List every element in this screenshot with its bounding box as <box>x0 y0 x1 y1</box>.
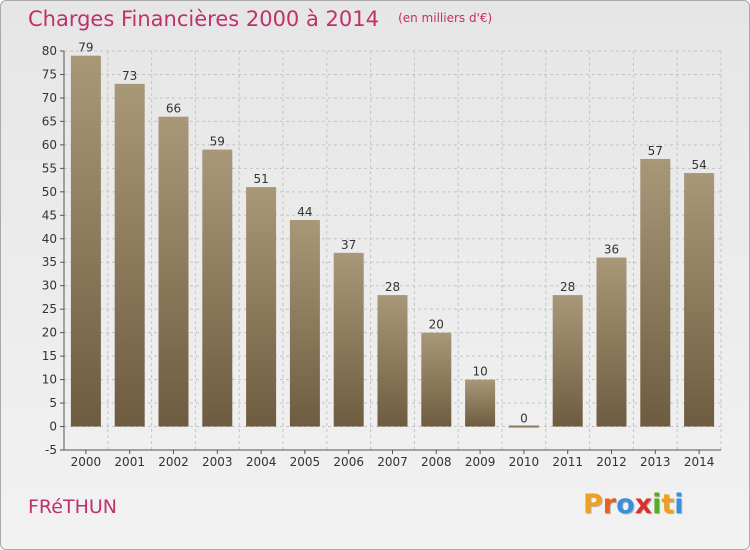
x-tick-label: 2001 <box>114 455 145 469</box>
data-label: 59 <box>210 135 225 149</box>
logo-letter: r <box>602 489 617 520</box>
logo-letter: i <box>674 489 684 520</box>
y-tick-label: 5 <box>49 396 57 410</box>
bar <box>596 257 627 427</box>
logo-letter: x <box>634 489 653 520</box>
x-tick-label: 2014 <box>684 455 715 469</box>
logo-letter: t <box>661 489 675 520</box>
y-tick-label: 25 <box>42 302 57 316</box>
logo-letter: i <box>652 489 662 520</box>
x-tick-label: 2009 <box>465 455 496 469</box>
data-label: 73 <box>122 69 137 83</box>
data-label: 37 <box>341 238 356 252</box>
bar <box>158 116 189 427</box>
data-label: 57 <box>648 144 663 158</box>
x-tick-label: 2005 <box>290 455 321 469</box>
x-tick-label: 2012 <box>596 455 627 469</box>
bar <box>421 332 452 427</box>
x-tick-label: 2008 <box>421 455 452 469</box>
proxiti-logo[interactable]: Proxiti <box>583 489 684 520</box>
bar <box>640 158 671 427</box>
bar <box>70 55 101 427</box>
bar <box>377 295 408 427</box>
data-label: 28 <box>385 280 400 294</box>
y-tick-label: 70 <box>42 91 57 105</box>
bar <box>552 295 583 427</box>
y-tick-label: 45 <box>42 208 57 222</box>
bar <box>289 219 320 427</box>
bar <box>114 83 145 427</box>
x-tick-label: 2013 <box>640 455 671 469</box>
y-tick-label: 75 <box>42 67 57 81</box>
x-tick-label: 2004 <box>246 455 277 469</box>
bar <box>508 425 539 428</box>
y-tick-label: 0 <box>49 420 57 434</box>
logo-letter: o <box>616 489 635 520</box>
y-tick-label: 60 <box>42 138 57 152</box>
y-tick-label: 50 <box>42 185 57 199</box>
data-label: 44 <box>297 205 312 219</box>
y-tick-labels: -5 0 5 10 15 20 25 30 35 40 45 50 55 60 65 70 75 80 <box>42 44 57 457</box>
y-tick-label: 15 <box>42 349 57 363</box>
chart-subtitle: (en milliers d'€) <box>398 11 493 25</box>
data-label: 10 <box>472 365 487 379</box>
bars <box>70 55 715 428</box>
bar <box>246 187 277 427</box>
bar <box>465 379 496 427</box>
y-tick-label: 55 <box>42 161 57 175</box>
bar <box>333 252 364 427</box>
data-label: 0 <box>520 412 528 426</box>
bar <box>202 149 233 427</box>
y-tick-label: -5 <box>45 443 57 457</box>
data-label: 79 <box>78 41 93 55</box>
x-tick-label: 2007 <box>377 455 408 469</box>
y-tick-label: 10 <box>42 373 57 387</box>
y-tick-label: 65 <box>42 114 57 128</box>
chart-title: Charges Financières 2000 à 2014 (en mill… <box>28 7 492 31</box>
data-label: 28 <box>560 280 575 294</box>
x-tick-label: 2002 <box>158 455 189 469</box>
y-tick-label: 40 <box>42 232 57 246</box>
y-tick-label: 20 <box>42 326 57 340</box>
chart-title-text: Charges Financières 2000 à 2014 <box>28 7 379 31</box>
y-tick-label: 80 <box>42 44 57 58</box>
axis <box>60 50 721 454</box>
logo-letter: P <box>583 489 603 520</box>
data-label: 36 <box>604 243 619 257</box>
x-tick-label: 2011 <box>552 455 583 469</box>
x-tick-label: 2003 <box>202 455 233 469</box>
y-tick-label: 30 <box>42 279 57 293</box>
x-tick-labels: 2000 2001 2002 2003 2004 2005 2006 2007 2008 2009… <box>71 455 715 469</box>
data-label: 66 <box>166 102 181 116</box>
y-tick-label: 35 <box>42 255 57 269</box>
data-label: 54 <box>691 158 706 172</box>
data-label: 20 <box>429 318 444 332</box>
data-labels: 79 73 66 59 51 44 37 28 20 10 0 28 36 57 54 <box>78 41 706 426</box>
bar <box>684 173 715 427</box>
x-tick-label: 2000 <box>71 455 102 469</box>
x-tick-label: 2006 <box>333 455 364 469</box>
place-name: FRéTHUN <box>28 496 117 518</box>
x-tick-label: 2010 <box>509 455 540 469</box>
data-label: 51 <box>253 172 268 186</box>
